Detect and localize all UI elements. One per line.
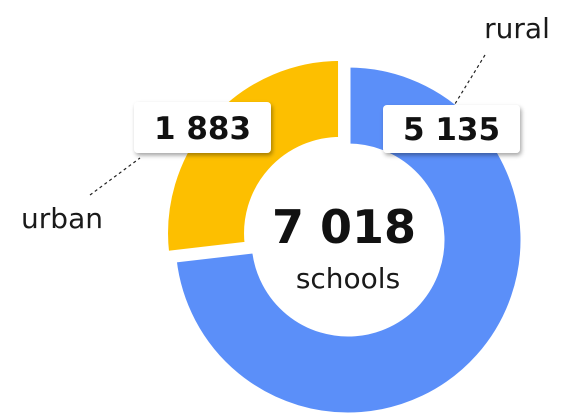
rural-value-box: 5 135 — [383, 105, 520, 153]
urban-value-box: 1 883 — [134, 102, 271, 153]
rural-value-box-bg — [383, 105, 520, 153]
urban-leader-line — [89, 157, 141, 196]
total-value: 7 018 — [272, 200, 416, 254]
rural-value: 5 135 — [403, 112, 500, 148]
rural-label: rural — [484, 12, 550, 45]
donut-hole — [254, 146, 442, 334]
total-caption: schools — [296, 262, 400, 295]
urban-value-box-bg — [134, 102, 271, 153]
rural-leader-line — [449, 54, 486, 113]
urban-value: 1 883 — [154, 111, 251, 147]
center-total: 7 018 schools — [272, 200, 416, 295]
urban-label: urban — [21, 202, 103, 235]
urban-slice — [163, 55, 344, 256]
